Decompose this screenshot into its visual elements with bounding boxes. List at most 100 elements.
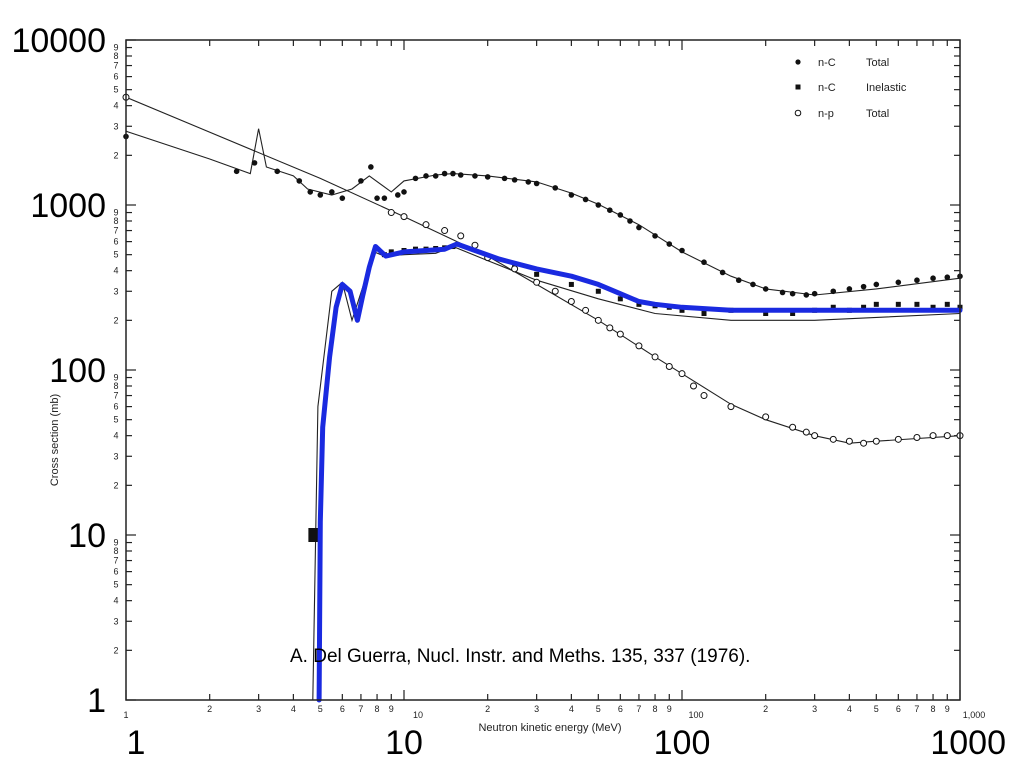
data-point-n-c-total xyxy=(701,259,707,266)
y-minor-tick-label: 6 xyxy=(113,402,118,412)
data-point-n-c-total xyxy=(607,207,613,214)
data-point-n-p-total xyxy=(929,432,937,440)
data-point-n-c-inelastic xyxy=(830,304,836,310)
x-minor-tick-label: 7 xyxy=(636,704,641,714)
x-minor-tick-label: 6 xyxy=(340,704,345,714)
data-point-n-c-inelastic xyxy=(617,296,623,302)
y-minor-tick-label: 5 xyxy=(113,415,118,425)
data-point-n-p-total xyxy=(567,298,575,306)
data-point-n-p-total xyxy=(872,437,880,445)
y-minor-tick-label: 3 xyxy=(113,451,118,461)
y-minor-tick-label: 9 xyxy=(113,43,118,53)
y-major-tick-label: 10 xyxy=(68,517,106,555)
blue-overlay-line xyxy=(316,241,963,703)
data-point-n-c-total xyxy=(511,177,518,183)
x-minor-tick-label: 5 xyxy=(596,704,601,714)
data-point-n-p-total xyxy=(594,316,602,324)
data-point-n-c-inelastic xyxy=(790,311,796,317)
x-minor-tick-label: 6 xyxy=(618,704,623,714)
legend-kind: Total xyxy=(866,108,889,120)
y-major-tick-label: 10000 xyxy=(11,22,106,60)
data-point-n-c-total xyxy=(401,189,407,195)
data-point-n-c-total xyxy=(552,185,559,191)
legend-kind: Inelastic xyxy=(866,82,907,94)
y-minor-tick-label: 2 xyxy=(113,150,118,160)
y-minor-tick-label: 8 xyxy=(113,216,118,226)
y-minor-tick-label: 8 xyxy=(113,51,118,61)
data-point-n-c-total xyxy=(944,274,951,281)
data-point-n-c-inelastic xyxy=(595,288,601,294)
data-point-n-p-total xyxy=(789,423,797,431)
data-point-n-p-total xyxy=(422,221,430,229)
data-point-n-c-inelastic xyxy=(895,301,901,307)
data-point-n-c-total xyxy=(374,195,380,201)
data-point-n-c-inelastic xyxy=(930,304,936,310)
data-point-n-c-inelastic xyxy=(914,301,920,307)
x-minor-tick-label: 7 xyxy=(914,704,919,714)
y-minor-tick-label: 5 xyxy=(113,250,118,260)
data-point-n-c-inelastic xyxy=(679,307,685,313)
data-point-n-c-inelastic xyxy=(568,281,574,287)
x-major-tick-label: 1000 xyxy=(930,724,1006,762)
y-minor-tick-label: 9 xyxy=(113,538,118,548)
data-point-n-p-total xyxy=(690,382,698,390)
data-point-n-c-total xyxy=(450,170,456,177)
data-point-n-p-total xyxy=(441,227,449,235)
data-point-n-p-total xyxy=(802,428,810,436)
data-point-n-p-total xyxy=(651,353,659,361)
y-minor-tick-label: 9 xyxy=(113,373,118,383)
data-point-n-p-total xyxy=(943,432,951,440)
data-point-n-c-total xyxy=(339,195,346,201)
data-point-n-c-total xyxy=(484,174,491,180)
y-minor-tick-label: 7 xyxy=(113,391,118,401)
legend-marker-open-circle xyxy=(794,109,802,117)
legend-reaction: n-C xyxy=(818,82,836,94)
data-point-n-c-total xyxy=(568,192,575,198)
data-point-n-p-total xyxy=(678,370,686,378)
point-layer xyxy=(122,93,964,542)
data-point-n-c-total xyxy=(317,192,324,198)
data-point-n-c-total xyxy=(846,286,853,292)
data-point-n-c-total xyxy=(274,168,281,175)
data-point-n-c-total xyxy=(381,195,388,201)
y-axis-label: Cross section (mb) xyxy=(49,394,61,486)
data-point-n-c-total xyxy=(873,281,880,288)
data-point-n-c-inelastic xyxy=(534,271,540,277)
data-point-n-p-total xyxy=(457,232,465,240)
y-minor-tick-label: 4 xyxy=(113,596,118,606)
data-point-n-c-total xyxy=(501,175,508,182)
x-minor-tick-label: 2 xyxy=(485,704,490,714)
y-major-tick-label: 100 xyxy=(49,352,106,390)
legend-marker-filled-square xyxy=(795,84,801,90)
y-minor-tick-label: 4 xyxy=(113,101,118,111)
data-point-n-c-total xyxy=(652,233,658,239)
data-point-n-c-total xyxy=(395,192,401,198)
y-minor-tick-label: 7 xyxy=(113,226,118,236)
x-minor-tick-label: 8 xyxy=(931,704,936,714)
data-point-n-c-total xyxy=(719,269,726,276)
y-minor-tick-label: 8 xyxy=(113,546,118,556)
y-major-tick-label: 1 xyxy=(87,682,106,720)
data-point-n-c-total xyxy=(750,281,756,288)
x-minor-tick-label: 4 xyxy=(291,704,296,714)
x-minor-tick-label: 3 xyxy=(256,704,261,714)
data-point-n-c-total xyxy=(307,189,314,195)
x-major-tick-label: 1 xyxy=(127,724,146,762)
x-minor-tick-label: 9 xyxy=(667,704,672,714)
data-point-n-p-total xyxy=(700,392,708,400)
x-minor-tick-label: 2 xyxy=(763,704,768,714)
data-point-n-p-total xyxy=(860,439,868,447)
x-small-major-label: 100 xyxy=(688,710,703,720)
data-point-n-c-total xyxy=(811,290,818,297)
data-point-n-c-total xyxy=(895,279,902,286)
data-point-n-c-total xyxy=(803,292,810,298)
data-point-n-c-total xyxy=(358,178,364,184)
legend-reaction: n-C xyxy=(818,57,836,69)
y-minor-tick-label: 5 xyxy=(113,580,118,590)
y-minor-tick-label: 8 xyxy=(113,381,118,391)
data-point-n-c-total xyxy=(412,175,419,182)
citation-annotation: A. Del Guerra, Nucl. Instr. and Meths. 1… xyxy=(290,646,750,667)
data-point-n-p-total xyxy=(762,413,770,421)
data-point-n-p-total xyxy=(635,342,643,350)
data-point-n-c-total xyxy=(251,160,258,166)
